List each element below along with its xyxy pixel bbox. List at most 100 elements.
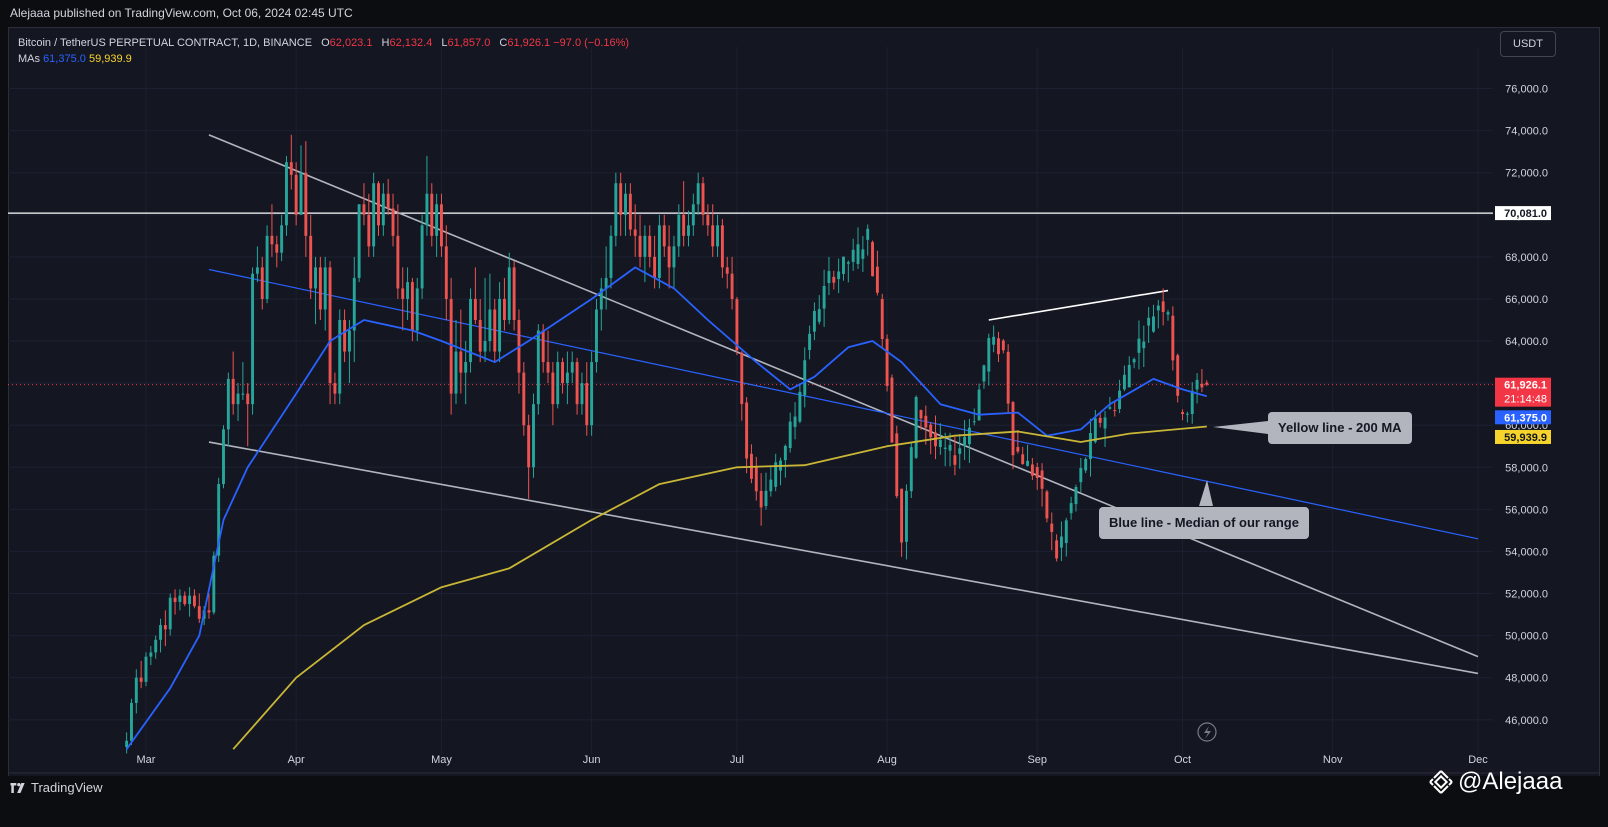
price-tick-label: 74,000.0 bbox=[1505, 126, 1548, 138]
candle bbox=[1200, 383, 1204, 388]
candle bbox=[619, 183, 623, 215]
horizontal-level-line bbox=[8, 212, 1493, 386]
candle bbox=[265, 235, 269, 299]
candle bbox=[624, 193, 627, 215]
candle bbox=[938, 440, 942, 448]
ma-200-value: 59,939.9 bbox=[88, 53, 132, 65]
candle bbox=[1171, 315, 1175, 361]
candle bbox=[178, 595, 182, 602]
candle bbox=[1132, 359, 1136, 363]
candle bbox=[570, 362, 574, 373]
candle bbox=[260, 267, 264, 299]
candle bbox=[1142, 341, 1146, 349]
candle bbox=[1156, 305, 1160, 311]
candle bbox=[967, 427, 971, 445]
currency-button[interactable]: USDT bbox=[1500, 31, 1556, 57]
candle bbox=[255, 267, 259, 274]
candle bbox=[347, 330, 351, 352]
candle bbox=[1011, 402, 1015, 456]
candle bbox=[440, 204, 443, 247]
time-tick-label: Sep bbox=[1027, 754, 1047, 766]
candle bbox=[943, 447, 947, 449]
candle bbox=[217, 484, 221, 556]
low-label: L bbox=[441, 37, 448, 49]
annotations bbox=[1197, 421, 1268, 742]
candle bbox=[173, 597, 177, 602]
candle bbox=[720, 225, 724, 268]
price-tick-label: 66,000.0 bbox=[1505, 294, 1548, 306]
candle bbox=[289, 162, 293, 175]
candle bbox=[628, 193, 632, 230]
candle bbox=[1069, 503, 1073, 514]
level-price-label: 70,081.0 bbox=[1504, 208, 1547, 220]
ma-short-line bbox=[125, 266, 1208, 750]
candle bbox=[285, 162, 288, 226]
tradingview-brand: TradingView bbox=[31, 780, 103, 795]
candle bbox=[919, 410, 923, 419]
divergence-trend-line bbox=[988, 289, 1169, 321]
candle bbox=[275, 244, 279, 253]
candle bbox=[653, 256, 657, 278]
candle bbox=[372, 183, 376, 247]
candle bbox=[687, 225, 690, 236]
candle bbox=[1064, 520, 1068, 544]
candle bbox=[580, 383, 584, 405]
callout-yellow-line: Yellow line - 200 MA bbox=[1268, 412, 1412, 444]
open-label: O bbox=[321, 37, 330, 49]
candle bbox=[958, 448, 962, 454]
candle bbox=[473, 298, 477, 320]
candle bbox=[711, 225, 715, 247]
candle bbox=[909, 447, 913, 492]
candle bbox=[328, 267, 332, 384]
level-price-label-bg bbox=[1495, 206, 1551, 221]
ma-short-value: 61,375.0 bbox=[43, 53, 86, 65]
candle bbox=[556, 362, 560, 405]
candle bbox=[1006, 351, 1010, 404]
callout-yellow-pointer bbox=[1213, 421, 1268, 434]
candle bbox=[575, 362, 579, 405]
candle bbox=[430, 193, 434, 236]
candle bbox=[972, 421, 976, 423]
candle bbox=[1176, 355, 1180, 396]
candle bbox=[1045, 491, 1049, 519]
candle bbox=[1181, 412, 1184, 415]
candle bbox=[808, 333, 812, 350]
candle bbox=[396, 235, 400, 289]
candle bbox=[449, 298, 453, 394]
candle bbox=[352, 277, 356, 331]
ma-200-price-label-bg bbox=[1495, 429, 1551, 444]
candle bbox=[1103, 417, 1107, 429]
grid bbox=[8, 47, 1493, 755]
candle bbox=[188, 595, 192, 605]
candle bbox=[798, 391, 802, 422]
price-tick-label: 64,000.0 bbox=[1505, 336, 1548, 348]
candle bbox=[362, 204, 366, 215]
tradingview-icon bbox=[10, 782, 25, 793]
candle bbox=[532, 404, 535, 468]
candle bbox=[890, 377, 894, 443]
candles bbox=[125, 134, 1209, 754]
price-tick-label: 58,000.0 bbox=[1505, 462, 1548, 474]
candle bbox=[1040, 470, 1044, 489]
candle bbox=[304, 172, 308, 236]
candle bbox=[1122, 374, 1126, 390]
candle bbox=[357, 204, 361, 278]
close-label: C bbox=[499, 37, 508, 49]
price-tick-label: 76,000.0 bbox=[1505, 84, 1548, 96]
chart-frame bbox=[8, 27, 1600, 793]
mas-label[interactable]: MAs bbox=[18, 53, 40, 65]
time-tick-label: May bbox=[431, 754, 452, 766]
tradingview-logo[interactable]: TradingView bbox=[10, 780, 103, 795]
time-tick-label: Nov bbox=[1323, 754, 1343, 766]
candle bbox=[657, 225, 661, 278]
candle bbox=[788, 421, 792, 449]
candle-last bbox=[1205, 382, 1209, 385]
candle bbox=[338, 319, 342, 394]
candle bbox=[793, 416, 797, 427]
candle bbox=[817, 309, 821, 322]
candle bbox=[1055, 540, 1059, 559]
bolt-glyph bbox=[1204, 726, 1211, 739]
price-chart[interactable]: 46,000.0 48,000.0 50,000.0 52,000.0 54,000.0… bbox=[8, 27, 1600, 793]
candle bbox=[992, 336, 996, 345]
candle bbox=[754, 467, 758, 492]
